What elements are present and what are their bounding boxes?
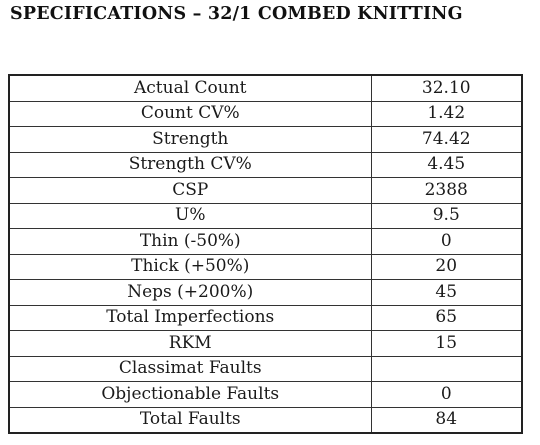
table-row: Thick (+50%) 20	[8, 253, 523, 280]
parameter-cell: Actual Count	[8, 74, 372, 102]
value-cell: 32.10	[370, 74, 523, 102]
parameter-cell: Total Imperfections	[8, 304, 372, 331]
parameter-cell: Thick (+50%)	[8, 253, 372, 280]
parameter-cell: Total Faults	[8, 406, 372, 434]
table-row: Strength CV% 4.45	[8, 151, 523, 178]
table-row: RKM 15	[8, 330, 523, 357]
specifications-table: Actual Count 32.10 Count CV% 1.42 Streng…	[8, 74, 523, 434]
parameter-cell: Strength	[8, 126, 372, 153]
parameter-cell: RKM	[8, 330, 372, 357]
value-cell: 65	[370, 304, 523, 331]
value-cell: 15	[370, 330, 523, 357]
value-cell: 2388	[370, 177, 523, 204]
parameter-cell: Count CV%	[8, 100, 372, 127]
table-row: Classimat Faults	[8, 355, 523, 382]
parameter-cell: Strength CV%	[8, 151, 372, 178]
table-row: CSP 2388	[8, 177, 523, 204]
table-row: Neps (+200%) 45	[8, 279, 523, 306]
table-row: Thin (-50%) 0	[8, 228, 523, 255]
value-cell: 4.45	[370, 151, 523, 178]
parameter-cell: Neps (+200%)	[8, 279, 372, 306]
value-cell: 0	[370, 228, 523, 255]
parameter-cell: CSP	[8, 177, 372, 204]
table-row: Total Imperfections 65	[8, 304, 523, 331]
table-row: Objectionable Faults 0	[8, 381, 523, 408]
parameter-cell: Classimat Faults	[8, 355, 372, 382]
value-cell: 0	[370, 381, 523, 408]
value-cell: 84	[370, 406, 523, 434]
value-cell: 1.42	[370, 100, 523, 127]
value-cell: 45	[370, 279, 523, 306]
parameter-cell: Objectionable Faults	[8, 381, 372, 408]
page-title: SPECIFICATIONS – 32/1 COMBED KNITTING	[10, 4, 463, 24]
table-row: Actual Count 32.10	[8, 74, 523, 102]
value-cell: 20	[370, 253, 523, 280]
value-cell: 9.5	[370, 202, 523, 229]
value-cell	[370, 355, 523, 382]
table-row: Total Faults 84	[8, 406, 523, 434]
table-row: U% 9.5	[8, 202, 523, 229]
table-row: Strength 74.42	[8, 126, 523, 153]
table-row: Count CV% 1.42	[8, 100, 523, 127]
parameter-cell: U%	[8, 202, 372, 229]
value-cell: 74.42	[370, 126, 523, 153]
parameter-cell: Thin (-50%)	[8, 228, 372, 255]
